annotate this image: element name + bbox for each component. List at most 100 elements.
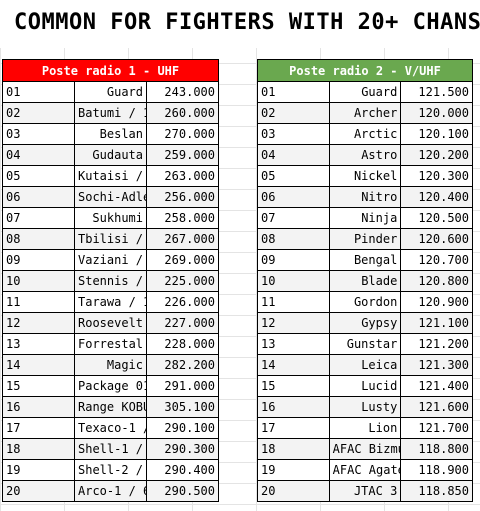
channel-number-cell[interactable]: 08 <box>2 228 75 250</box>
channel-name-cell[interactable]: Gunstar <box>328 333 402 355</box>
channel-number-cell[interactable]: 09 <box>257 249 330 271</box>
channel-frequency-cell[interactable]: 120.100 <box>400 123 473 145</box>
channel-frequency-cell[interactable]: 121.500 <box>400 81 473 103</box>
channel-number-cell[interactable]: 15 <box>2 375 75 397</box>
channel-number-cell[interactable]: 16 <box>257 396 330 418</box>
channel-number-cell[interactable]: 11 <box>257 291 330 313</box>
channel-name-cell[interactable]: Lucid <box>328 375 402 397</box>
channel-name-cell[interactable]: Package 01 <box>74 375 147 397</box>
channel-number-cell[interactable]: 18 <box>2 438 75 460</box>
channel-name-cell[interactable]: Tbilisi / 25X <box>74 228 147 250</box>
channel-name-cell[interactable]: Sochi-Adler <box>74 186 147 208</box>
channel-frequency-cell[interactable]: 290.400 <box>146 459 219 481</box>
channel-number-cell[interactable]: 16 <box>2 396 75 418</box>
channel-name-cell[interactable]: Sukhumi <box>74 207 147 229</box>
channel-frequency-cell[interactable]: 121.200 <box>400 333 473 355</box>
channel-frequency-cell[interactable]: 120.400 <box>400 186 473 208</box>
channel-name-cell[interactable]: Kutaisi / 44X <box>74 165 147 187</box>
channel-frequency-cell[interactable]: 120.300 <box>400 165 473 187</box>
channel-number-cell[interactable]: 03 <box>257 123 330 145</box>
channel-number-cell[interactable]: 15 <box>257 375 330 397</box>
channel-name-cell[interactable]: Gudauta <box>74 144 147 166</box>
channel-frequency-cell[interactable]: 290.100 <box>146 417 219 439</box>
channel-number-cell[interactable]: 13 <box>257 333 330 355</box>
channel-name-cell[interactable]: Batumi / 16X <box>74 102 147 124</box>
channel-frequency-cell[interactable]: 121.600 <box>400 396 473 418</box>
channel-frequency-cell[interactable]: 121.300 <box>400 354 473 376</box>
channel-name-cell[interactable]: Guard <box>328 81 402 103</box>
channel-name-cell[interactable]: Astro <box>328 144 402 166</box>
channel-name-cell[interactable]: JTAC 3 <box>328 480 402 502</box>
channel-name-cell[interactable]: Texaco-1 / 60Y <box>74 417 147 439</box>
channel-number-cell[interactable]: 18 <box>257 438 330 460</box>
channel-name-cell[interactable]: Vaziani / 22X <box>74 249 147 271</box>
channel-name-cell[interactable]: Bengal <box>328 249 402 271</box>
channel-frequency-cell[interactable]: 227.000 <box>146 312 219 334</box>
channel-frequency-cell[interactable]: 120.900 <box>400 291 473 313</box>
channel-number-cell[interactable]: 07 <box>2 207 75 229</box>
channel-number-cell[interactable]: 07 <box>257 207 330 229</box>
channel-name-cell[interactable]: Lusty <box>328 396 402 418</box>
channel-name-cell[interactable]: Shell-2 / 63Y <box>74 459 147 481</box>
channel-name-cell[interactable]: AFAC Bizmuth/Colt <box>328 438 402 460</box>
channel-frequency-cell[interactable]: 259.000 <box>146 144 219 166</box>
channel-frequency-cell[interactable]: 260.000 <box>146 102 219 124</box>
channel-number-cell[interactable]: 20 <box>257 480 330 502</box>
channel-frequency-cell[interactable]: 291.000 <box>146 375 219 397</box>
channel-frequency-cell[interactable]: 120.800 <box>400 270 473 292</box>
channel-number-cell[interactable]: 14 <box>2 354 75 376</box>
channel-frequency-cell[interactable]: 121.700 <box>400 417 473 439</box>
channel-number-cell[interactable]: 17 <box>257 417 330 439</box>
channel-frequency-cell[interactable]: 228.000 <box>146 333 219 355</box>
channel-frequency-cell[interactable]: 290.500 <box>146 480 219 502</box>
channel-name-cell[interactable]: Forrestal / 13X <box>74 333 147 355</box>
channel-frequency-cell[interactable]: 226.000 <box>146 291 219 313</box>
channel-name-cell[interactable]: Tarawa / 11X <box>74 291 147 313</box>
channel-number-cell[interactable]: 10 <box>2 270 75 292</box>
channel-frequency-cell[interactable]: 267.000 <box>146 228 219 250</box>
channel-number-cell[interactable]: 13 <box>2 333 75 355</box>
channel-number-cell[interactable]: 17 <box>2 417 75 439</box>
channel-frequency-cell[interactable]: 305.100 <box>146 396 219 418</box>
channel-name-cell[interactable]: Gypsy <box>328 312 402 334</box>
channel-name-cell[interactable]: Range KOBULETI <box>74 396 147 418</box>
channel-frequency-cell[interactable]: 118.900 <box>400 459 473 481</box>
channel-frequency-cell[interactable]: 120.000 <box>400 102 473 124</box>
channel-number-cell[interactable]: 19 <box>257 459 330 481</box>
channel-number-cell[interactable]: 05 <box>2 165 75 187</box>
channel-frequency-cell[interactable]: 290.300 <box>146 438 219 460</box>
channel-name-cell[interactable]: Beslan <box>74 123 147 145</box>
channel-name-cell[interactable]: Pinder <box>328 228 402 250</box>
channel-frequency-cell[interactable]: 120.200 <box>400 144 473 166</box>
channel-name-cell[interactable]: Roosevelt / 12X <box>74 312 147 334</box>
channel-name-cell[interactable]: Nickel <box>328 165 402 187</box>
channel-number-cell[interactable]: 08 <box>257 228 330 250</box>
channel-number-cell[interactable]: 06 <box>257 186 330 208</box>
radio1-header[interactable]: Poste radio 1 - UHF <box>2 59 219 82</box>
channel-frequency-cell[interactable]: 120.700 <box>400 249 473 271</box>
channel-frequency-cell[interactable]: 269.000 <box>146 249 219 271</box>
channel-name-cell[interactable]: Magic <box>74 354 147 376</box>
channel-number-cell[interactable]: 04 <box>2 144 75 166</box>
radio2-header[interactable]: Poste radio 2 - V/UHF <box>257 59 473 82</box>
channel-frequency-cell[interactable]: 121.100 <box>400 312 473 334</box>
channel-number-cell[interactable]: 01 <box>257 81 330 103</box>
channel-name-cell[interactable]: Stennis / 10X <box>74 270 147 292</box>
channel-name-cell[interactable]: Nitro <box>328 186 402 208</box>
channel-number-cell[interactable]: 12 <box>2 312 75 334</box>
channel-frequency-cell[interactable]: 282.200 <box>146 354 219 376</box>
channel-name-cell[interactable]: Leica <box>328 354 402 376</box>
channel-number-cell[interactable]: 02 <box>257 102 330 124</box>
channel-frequency-cell[interactable]: 118.800 <box>400 438 473 460</box>
channel-number-cell[interactable]: 04 <box>257 144 330 166</box>
channel-number-cell[interactable]: 06 <box>2 186 75 208</box>
channel-number-cell[interactable]: 03 <box>2 123 75 145</box>
channel-frequency-cell[interactable]: 243.000 <box>146 81 219 103</box>
channel-number-cell[interactable]: 19 <box>2 459 75 481</box>
channel-name-cell[interactable]: Lion <box>328 417 402 439</box>
channel-number-cell[interactable]: 11 <box>2 291 75 313</box>
channel-number-cell[interactable]: 01 <box>2 81 75 103</box>
channel-number-cell[interactable]: 10 <box>257 270 330 292</box>
channel-name-cell[interactable]: Archer <box>328 102 402 124</box>
channel-name-cell[interactable]: Guard <box>74 81 147 103</box>
